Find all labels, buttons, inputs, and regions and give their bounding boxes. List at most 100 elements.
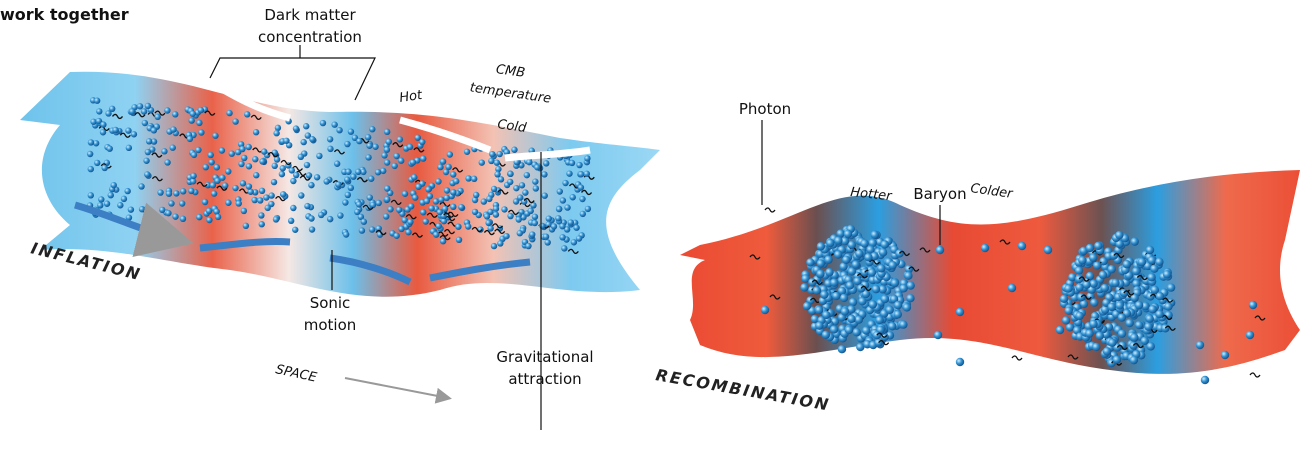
photon-squiggle [1164,325,1176,331]
baryon-ball [432,231,440,238]
baryon-ball [235,200,242,207]
baryon-ball [564,204,571,211]
label: SPACE [274,362,319,385]
baryon-ball [331,121,338,128]
baryon-ball [1085,329,1094,338]
baryon-ball [1059,294,1069,304]
baryon-ball [847,314,856,324]
baryon-ball [801,274,810,283]
photon-squiggle [405,214,417,220]
baryon-ball [93,97,101,104]
baryon-ball [144,102,152,110]
baryon-ball [251,196,258,204]
baryon-ball [414,134,421,141]
baryon-ball [439,238,447,245]
baryon-ball [381,152,388,159]
baryon-ball [534,164,541,171]
baryon-ball [893,310,902,319]
baryon-ball [87,165,94,173]
baryon-ball [1134,320,1144,330]
recombination-sheet [680,170,1300,374]
baryon-ball [464,223,472,230]
white-arrow [504,146,591,162]
baryon-ball [393,152,400,160]
baryon-ball [513,184,520,192]
baryon-ball [159,206,166,214]
baryon-ball [170,126,177,133]
baryon-ball [1055,325,1065,335]
baryon-ball [1200,375,1210,385]
baryon-ball [207,151,214,159]
baryon-ball [196,119,203,127]
baryon-ball [423,197,431,205]
baryon-ball [453,178,460,185]
baryon-ball [387,206,394,213]
baryon-ball [829,325,839,334]
photon-squiggle [362,204,374,211]
baryon-ball [566,170,573,177]
baryon-ball [293,171,300,179]
baryon-ball [490,242,498,250]
baryon-ball [143,157,150,164]
baryon-ball [812,286,822,295]
baryon-ball [852,328,861,337]
baryon-ball [834,250,843,259]
baryon-ball [866,245,875,254]
baryon-ball [95,117,103,125]
baryon-ball [1147,273,1156,282]
baryon-ball [107,192,114,199]
photon-squiggle [299,175,311,181]
baryon-ball [1094,241,1103,251]
photon-squiggle [204,110,216,116]
baryon-ball [870,230,879,239]
baryon-ball [1115,230,1124,240]
baryon-ball [245,183,253,190]
baryon-ball [556,188,563,195]
baryon-ball [154,113,161,121]
baryon-ball [1075,311,1084,321]
baryon-ball [279,191,287,198]
baryon-ball [87,192,94,199]
baryon-ball [172,111,179,118]
baryon-ball [150,127,158,134]
baryon-ball [303,161,311,169]
baryon-ball [821,330,831,339]
photon-squiggle [443,229,456,235]
photon-squiggle [151,176,163,182]
baryon-ball [570,239,578,246]
baryon-ball [101,164,108,172]
baryon-ball [342,231,350,238]
baryon-ball [840,236,850,246]
baryon-ball [577,184,585,191]
baryon-ball [406,143,414,151]
baryon-ball [90,118,97,125]
baryon-ball [100,121,107,128]
baryon-ball [1107,302,1116,312]
baryon-ball [496,150,503,158]
baryon-ball [483,213,491,220]
baryon-ball [1108,338,1117,347]
baryon-ball [904,271,913,280]
baryon-ball [138,206,146,213]
baryon-ball [344,176,351,183]
baryon-ball [279,165,286,172]
baryon-ball [1145,245,1155,255]
baryon-ball [858,297,867,306]
baryon-ball [543,160,550,167]
baryon-ball [303,123,310,130]
baryon-ball [380,167,387,175]
baryon-ball [1089,279,1098,288]
baryon-ball [526,158,533,166]
baryon-ball [138,183,145,190]
baryon-ball [840,307,850,316]
baryon-ball [1068,272,1077,282]
baryon-ball [357,213,365,221]
photon-squiggle [809,297,821,304]
baryon-ball [247,188,254,195]
baryon-ball [108,105,116,113]
photon-squiggle [471,226,483,233]
baryon-ball [862,326,871,335]
baryon-ball [1065,323,1075,332]
baryon-ball [490,185,498,193]
photon-squiggle [1136,274,1148,281]
